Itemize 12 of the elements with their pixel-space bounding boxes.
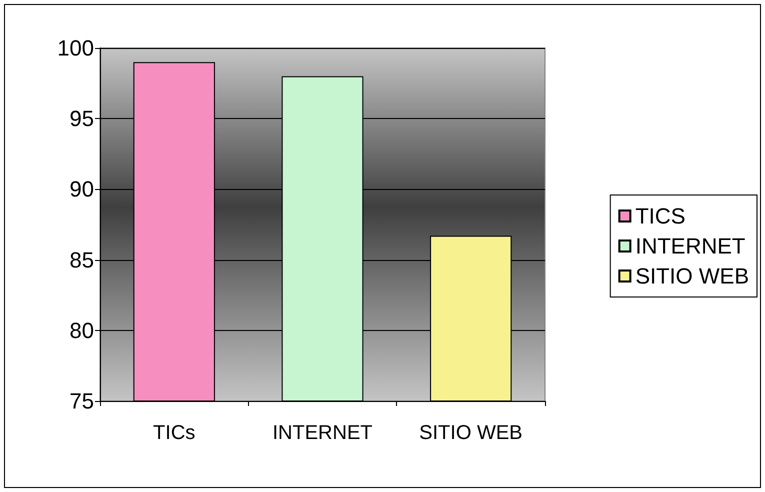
x-tick-label: TICs	[153, 422, 196, 444]
y-tick-label: 85	[70, 247, 94, 272]
x-tick-label: INTERNET	[272, 422, 372, 444]
y-tick-label: 100	[57, 36, 94, 60]
legend-label: TICS	[635, 204, 686, 228]
y-tick-label: 95	[70, 106, 94, 132]
x-tick-label: SITIO WEB	[419, 422, 523, 444]
y-tick-label: 80	[70, 318, 94, 343]
legend-label: SITIO WEB	[635, 264, 750, 288]
y-tick-label: 75	[70, 388, 94, 414]
y-tick-label: 90	[70, 176, 94, 202]
legend-label: INTERNET	[635, 234, 746, 258]
